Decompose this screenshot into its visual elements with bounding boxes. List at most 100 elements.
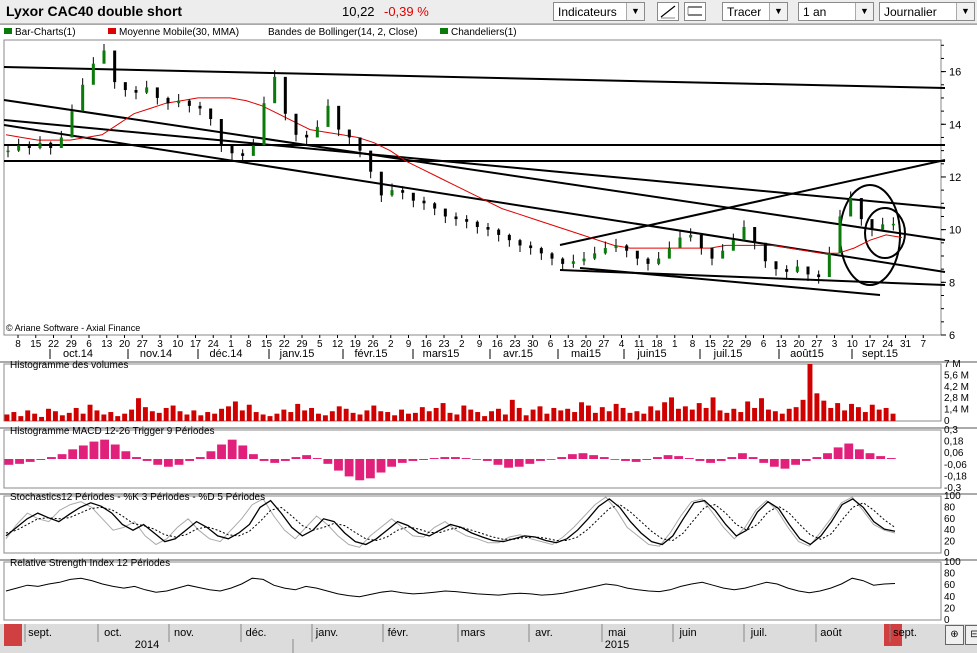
- x-day-label: 24: [208, 339, 220, 350]
- macd-bar: [695, 459, 705, 461]
- volume-bar: [634, 411, 640, 421]
- volume-bar: [226, 406, 231, 421]
- zoom-in-button[interactable]: ⊕: [945, 625, 964, 645]
- volume-bar: [260, 414, 266, 421]
- price-candle: [849, 198, 853, 217]
- volume-panel-title: Histogramme des volumes: [10, 360, 129, 371]
- legend-label: Bandes de Bollinger(14, 2, Close): [268, 27, 418, 38]
- volume-bar: [177, 411, 183, 421]
- indicators-dropdown[interactable]: Indicateurs ▼: [553, 2, 645, 21]
- macd-panel: -0,3-0,18-0,060,060,180,3: [0, 425, 977, 494]
- volume-bar: [447, 412, 453, 421]
- macd-bar: [110, 444, 120, 459]
- chevron-down-icon: ▼: [626, 3, 644, 20]
- macd-panel-title: Histogramme MACD 12-26 Trigger 9 Période…: [10, 426, 215, 437]
- x-day-label: 13: [563, 339, 575, 350]
- volume-bar: [849, 403, 854, 421]
- stochastics-tick-label: 100: [944, 491, 961, 502]
- rsi-tick-label: 100: [944, 557, 961, 568]
- volume-bar: [821, 400, 827, 421]
- macd-bar: [684, 458, 694, 459]
- macd-bar: [302, 455, 311, 459]
- macd-bar: [249, 454, 258, 459]
- volume-tick-label: 1,4 M: [944, 405, 969, 416]
- volume-bar: [163, 407, 169, 421]
- price-candle: [497, 229, 501, 235]
- toolbar: Lyxor CAC40 double short 10,22 -0,39 % I…: [0, 0, 977, 25]
- navigator-month-label: mars: [461, 627, 486, 639]
- macd-bar: [769, 459, 779, 467]
- volume-tick-label: 5,6 M: [944, 370, 969, 381]
- volume-bar: [212, 413, 218, 421]
- price-candle: [742, 227, 746, 241]
- price-candle: [113, 50, 117, 83]
- volume-bar: [606, 411, 612, 421]
- macd-bar: [78, 445, 88, 459]
- price-candle: [283, 76, 287, 114]
- price-candle: [785, 269, 789, 272]
- navigator-month-label: sept.: [893, 627, 917, 639]
- volume-bar: [343, 408, 349, 421]
- volume-bar: [862, 412, 868, 421]
- volume-bar: [336, 406, 342, 421]
- x-day-label: 31: [900, 339, 912, 350]
- x-day-label: 6: [548, 339, 554, 350]
- price-candle: [273, 76, 277, 104]
- x-day-label: 18: [651, 339, 663, 350]
- period-dropdown[interactable]: 1 an ▼: [798, 2, 874, 21]
- volume-bar: [246, 404, 252, 421]
- draw-dropdown[interactable]: Tracer ▼: [722, 2, 788, 21]
- price-candle: [721, 250, 725, 259]
- price-candle: [91, 63, 95, 85]
- x-month-label: mars15: [423, 348, 460, 360]
- x-day-label: 13: [776, 339, 788, 350]
- volume-tick-label: 4,2 M: [944, 382, 969, 393]
- price-candle: [401, 190, 405, 193]
- macd-bar: [546, 459, 556, 460]
- volume-bar: [745, 401, 751, 421]
- macd-tick-label: 0,18: [944, 437, 964, 448]
- price-candle: [145, 87, 149, 93]
- navigator-scale: sept. oct. nov. déc. janv. févr. mars avr. mai ju…: [0, 624, 977, 653]
- line-tool-button[interactable]: [657, 2, 679, 21]
- macd-bar: [759, 459, 769, 463]
- x-day-label: 1: [672, 339, 678, 350]
- zoom-out-button[interactable]: ⊟: [965, 625, 977, 645]
- stochastics-line: [5, 496, 896, 548]
- macd-bar: [132, 457, 141, 459]
- price-candle: [710, 248, 714, 259]
- volume-bar: [184, 414, 190, 421]
- x-day-label: 29: [66, 339, 78, 350]
- navigator-right-handle: [884, 624, 902, 646]
- volume-bar: [585, 405, 591, 421]
- volume-bar: [108, 412, 114, 421]
- rsi-tick-label: 20: [944, 603, 956, 614]
- volume-bar: [620, 407, 626, 421]
- price-candle: [241, 153, 245, 156]
- x-day-label: 24: [882, 339, 894, 350]
- price-candle: [17, 145, 21, 151]
- zoom-out-icon: ⊟: [970, 629, 977, 640]
- volume-bar: [198, 415, 204, 421]
- volume-bar: [46, 408, 51, 421]
- volume-bar: [239, 410, 245, 421]
- macd-bar: [142, 459, 152, 461]
- volume-bar: [94, 410, 100, 421]
- price-candle: [838, 216, 842, 254]
- horizontal-line-button[interactable]: [684, 2, 706, 21]
- time-navigator[interactable]: sept. oct. nov. déc. janv. févr. mars avr. mai ju…: [0, 624, 977, 653]
- volume-tick-label: 2,8 M: [944, 393, 969, 404]
- macd-bar: [780, 459, 790, 469]
- stochastics-tick-label: 60: [944, 514, 956, 525]
- volume-bar: [412, 412, 418, 421]
- volume-bar: [4, 414, 10, 421]
- volume-bar: [32, 413, 38, 421]
- price-candle: [166, 97, 170, 104]
- volume-bar: [461, 405, 467, 421]
- price-candle: [123, 82, 127, 91]
- zoom-in-icon: ⊕: [950, 629, 959, 640]
- price-candle: [561, 258, 565, 264]
- interval-dropdown[interactable]: Journalier ▼: [879, 2, 975, 21]
